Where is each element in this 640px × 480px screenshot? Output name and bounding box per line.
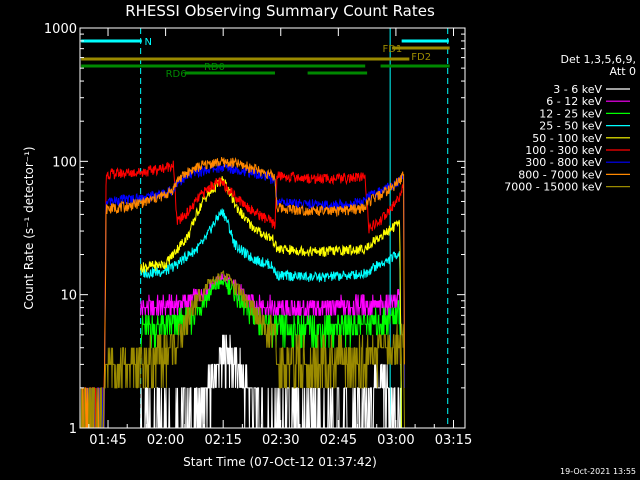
legend-header: Att 0 (610, 65, 636, 78)
x-tick-label: 01:45 (89, 433, 126, 448)
state-bar-label-n: N (144, 37, 151, 48)
series-line (81, 156, 405, 429)
legend-entry-label: 6 - 12 keV (546, 95, 602, 108)
x-tick-label: 02:15 (204, 433, 241, 448)
legend-entry-label: 7000 - 15000 keV (504, 181, 602, 194)
x-tick-label: 02:00 (147, 433, 184, 448)
series-line (140, 208, 402, 429)
state-bar-label-rd0: RD0 (204, 62, 225, 73)
y-tick-label: 100 (52, 155, 77, 170)
x-tick-label: 02:45 (320, 433, 357, 448)
legend-entry-label: 12 - 25 keV (539, 107, 602, 120)
legend-entry-label: 800 - 7000 keV (518, 168, 602, 181)
y-tick-label: 1 (69, 422, 77, 437)
series-line (80, 270, 405, 429)
plot-area: N FD1 FD2 RD0 RD6 (80, 28, 450, 429)
y-tick-label: 10 (60, 289, 77, 304)
legend-entry-label: 50 - 100 keV (532, 132, 602, 145)
plot-frame (79, 27, 466, 429)
x-tick-label: 03:00 (377, 433, 414, 448)
y-axis-label: Count Rate (s⁻¹ detector⁻¹) (22, 146, 36, 309)
state-bar-label-fd1: FD1 (382, 44, 402, 55)
series-line (140, 176, 402, 429)
legend-header: Det 1,3,5,6,9, (560, 53, 636, 66)
legend-entry-label: 25 - 50 keV (539, 120, 602, 133)
x-tick-label: 02:30 (262, 433, 299, 448)
legend-entry-label: 300 - 800 keV (525, 156, 602, 169)
series-line (81, 160, 405, 429)
timestamp: 19-Oct-2021 13:55 (560, 467, 636, 476)
y-tick-label: 1000 (44, 22, 77, 37)
legend-entry-label: 100 - 300 keV (525, 144, 602, 157)
x-tick-label: 03:15 (435, 433, 472, 448)
state-bar-label-rd6: RD6 (166, 69, 187, 80)
series-line (81, 161, 405, 429)
chart-title: RHESSI Observing Summary Count Rates (125, 2, 435, 20)
legend-entry-label: 3 - 6 keV (553, 83, 602, 96)
state-bar-label-fd2: FD2 (411, 52, 431, 63)
axes: 01:45 02:00 02:15 02:30 02:45 03:00 03:15 1 10 10… (44, 22, 472, 448)
x-axis-label: Start Time (07-Oct-12 01:37:42) (183, 455, 377, 469)
